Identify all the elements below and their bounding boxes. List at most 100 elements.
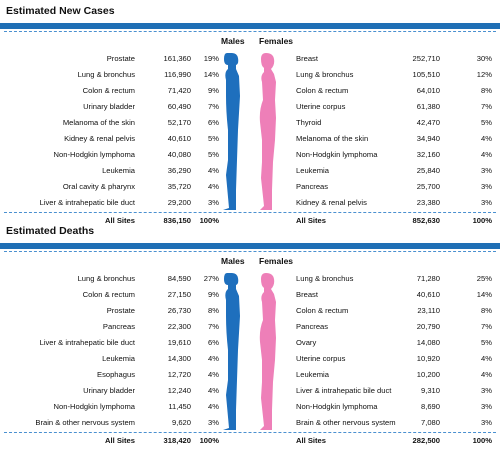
male-silhouette-icon: [223, 53, 240, 210]
table-row: Esophagus 12,720 4% Leukemia 10,200 4%: [0, 367, 500, 383]
female-site-cell: Leukemia: [296, 370, 329, 379]
male-percent-cell: 14%: [203, 70, 219, 79]
female-silhouette-icon: [259, 53, 276, 210]
table-row: Pancreas 22,300 7% Pancreas 20,790 7%: [0, 319, 500, 335]
male-count-cell: 19,610: [167, 338, 191, 347]
table-row: Urinary bladder 60,490 7% Uterine corpus 61,…: [0, 99, 500, 115]
female-percent-cell: 4%: [481, 150, 492, 159]
table-row: Colon & rectum 71,420 9% Colon & rectum 64,0…: [0, 83, 500, 99]
female-site-cell: Ovary: [296, 338, 317, 347]
female-percent-cell: 4%: [481, 370, 492, 379]
females-label: Females: [259, 256, 294, 266]
female-count-cell: 23,380: [416, 198, 440, 207]
table-row: Liver & intrahepatic bile duct 29,200 3% Ki…: [0, 195, 500, 211]
female-site-cell: Uterine corpus: [296, 354, 346, 363]
male-site-cell: Liver & intrahepatic bile duct: [39, 198, 135, 207]
male-site-cell: Liver & intrahepatic bile duct: [39, 338, 135, 347]
female-percent-cell: 5%: [481, 118, 492, 127]
male-site-cell: Oral cavity & pharynx: [62, 182, 135, 191]
female-percent-cell: 3%: [481, 386, 492, 395]
female-total-label: All Sites: [296, 216, 326, 225]
male-percent-cell: 3%: [208, 198, 219, 207]
table-row: Liver & intrahepatic bile duct 19,610 6% Ov…: [0, 335, 500, 351]
male-site-cell: Melanoma of the skin: [62, 118, 135, 127]
male-site-cell: Non-Hodgkin lymphoma: [53, 402, 135, 411]
male-count-cell: 116,990: [164, 70, 191, 79]
male-site-cell: Urinary bladder: [83, 386, 135, 395]
female-site-cell: Colon & rectum: [296, 306, 349, 315]
female-percent-cell: 25%: [476, 274, 492, 283]
female-count-cell: 20,790: [416, 322, 440, 331]
males-label: Males: [221, 256, 245, 266]
female-total-percent: 100%: [472, 216, 492, 225]
table-row: Leukemia 36,290 4% Leukemia 25,840 3%: [0, 163, 500, 179]
female-site-cell: Liver & intrahepatic bile duct: [296, 386, 392, 395]
female-site-cell: Leukemia: [296, 166, 329, 175]
male-count-cell: 60,490: [167, 102, 191, 111]
new-cases-section: Estimated New Cases Males Females Prosta…: [0, 0, 500, 225]
male-site-cell: Pancreas: [102, 322, 135, 331]
female-count-cell: 61,380: [416, 102, 440, 111]
table-row: Kidney & renal pelvis 40,610 5% Melanoma of…: [0, 131, 500, 147]
female-count-cell: 64,010: [416, 86, 440, 95]
female-silhouette-icon: [259, 273, 276, 430]
male-percent-cell: 4%: [208, 166, 219, 175]
female-percent-cell: 3%: [481, 182, 492, 191]
header-bar: [0, 243, 500, 249]
female-percent-cell: 5%: [481, 338, 492, 347]
male-site-cell: Lung & bronchus: [77, 274, 135, 283]
table-row: Lung & bronchus 116,990 14% Lung & bronchus…: [0, 67, 500, 83]
female-percent-cell: 12%: [476, 70, 492, 79]
male-count-cell: 11,450: [168, 402, 191, 411]
female-count-cell: 32,160: [416, 150, 440, 159]
male-percent-cell: 6%: [208, 118, 219, 127]
section-title: Estimated Deaths: [6, 225, 95, 237]
female-count-cell: 42,470: [416, 118, 440, 127]
new-cases-table: Prostate 161,360 19% Breast 252,710 30% Lung &…: [0, 51, 500, 231]
female-count-cell: 25,700: [416, 182, 440, 191]
male-count-cell: 161,360: [163, 54, 191, 63]
female-percent-cell: 7%: [481, 102, 492, 111]
table-row: Non-Hodgkin lymphoma 11,450 4% Non-Hodgkin …: [0, 399, 500, 415]
female-site-cell: Non-Hodgkin lymphoma: [296, 150, 378, 159]
female-count-cell: 14,080: [416, 338, 440, 347]
female-percent-cell: 14%: [476, 290, 492, 299]
female-count-cell: 8,690: [420, 402, 440, 411]
header-bar: [0, 23, 500, 29]
male-site-cell: Esophagus: [97, 370, 135, 379]
female-total-count: 282,500: [412, 436, 440, 445]
table-row: Oral cavity & pharynx 35,720 4% Pancreas 25,…: [0, 179, 500, 195]
female-percent-cell: 4%: [481, 354, 492, 363]
male-percent-cell: 7%: [208, 322, 219, 331]
male-site-cell: Leukemia: [102, 166, 135, 175]
male-count-cell: 40,080: [167, 150, 191, 159]
male-percent-cell: 4%: [208, 182, 219, 191]
divider: [4, 251, 496, 252]
male-percent-cell: 19%: [203, 54, 219, 63]
male-site-cell: Kidney & renal pelvis: [64, 134, 135, 143]
female-percent-cell: 3%: [481, 418, 492, 427]
female-percent-cell: 3%: [481, 198, 492, 207]
female-total-count: 852,630: [412, 216, 440, 225]
female-site-cell: Non-Hodgkin lymphoma: [296, 402, 378, 411]
male-site-cell: Urinary bladder: [83, 102, 135, 111]
male-count-cell: 40,610: [167, 134, 191, 143]
totals-row: All Sites 836,150 100% All Sites 852,630 100%: [0, 211, 500, 231]
female-percent-cell: 3%: [481, 402, 492, 411]
female-site-cell: Breast: [296, 54, 318, 63]
male-total-label: All Sites: [105, 216, 135, 225]
female-percent-cell: 3%: [481, 166, 492, 175]
male-percent-cell: 8%: [208, 306, 219, 315]
male-site-cell: Prostate: [106, 54, 135, 63]
male-percent-cell: 9%: [208, 290, 219, 299]
male-site-cell: Non-Hodgkin lymphoma: [53, 150, 135, 159]
female-percent-cell: 7%: [481, 322, 492, 331]
female-site-cell: Uterine corpus: [296, 102, 346, 111]
male-total-count: 836,150: [163, 216, 191, 225]
male-percent-cell: 4%: [208, 402, 219, 411]
female-site-cell: Brain & other nervous system: [296, 418, 396, 427]
female-site-cell: Thyroid: [296, 118, 322, 127]
table-row: Colon & rectum 27,150 9% Breast 40,610 14%: [0, 287, 500, 303]
male-count-cell: 29,200: [167, 198, 191, 207]
female-site-cell: Pancreas: [296, 322, 329, 331]
